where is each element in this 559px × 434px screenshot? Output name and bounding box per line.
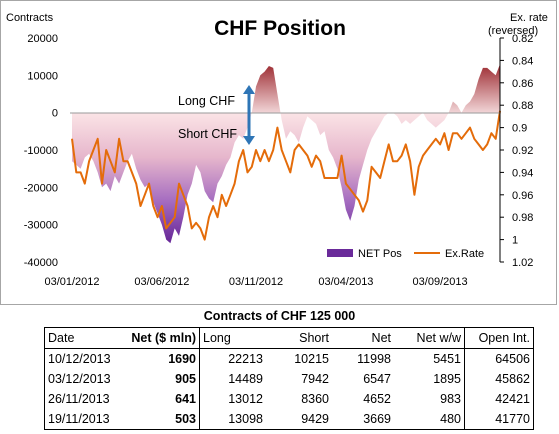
y-left-tick-label: -10000 — [24, 145, 58, 157]
cell-open-int: 45862 — [464, 369, 534, 389]
y-left-tick-label: -20000 — [24, 182, 58, 194]
header-long: Long — [199, 327, 266, 349]
y-right-axis-label-line1: Ex. rate — [510, 12, 548, 24]
y-right-tick-label: 0.98 — [512, 212, 533, 224]
legend-label-ex-rate: Ex.Rate — [445, 248, 484, 260]
cell-net: 4652 — [363, 392, 391, 406]
y-right-axis-label-line2: (reversed) — [488, 25, 538, 37]
y-left-tick-label: -30000 — [24, 220, 58, 232]
legend-label-net-pos: NET Pos — [358, 248, 402, 260]
table-row: 19/11/2013 503 13098 9429 3669 480 41770 — [44, 409, 534, 430]
ex-rate-line — [71, 110, 501, 241]
cell-short: 10215 — [294, 352, 329, 366]
header-net-ww: Net w/w — [394, 327, 465, 349]
y-right-ticks: 0.82 0.84 0.86 0.88 0.9 0.92 0.94 0.96 0.98 1 1.02 — [500, 33, 533, 269]
chart-legend: NET Pos Ex.Rate — [327, 248, 484, 260]
y-right-tick-label: 1 — [512, 235, 518, 247]
cell-date: 19/11/2013 — [44, 409, 125, 430]
positions-table: Date Net ($ mln) Long Short Net Net w/w … — [44, 327, 534, 430]
cell-net-ww: 480 — [394, 409, 465, 430]
cell-long: 22213 — [228, 352, 263, 366]
chart-title: CHF Position — [214, 17, 346, 40]
cell-net-ww: 1895 — [394, 369, 465, 389]
cell-net: 6547 — [363, 372, 391, 386]
header-open-int: Open Int. — [464, 327, 534, 349]
x-tick-label: 03/06/2012 — [134, 276, 189, 288]
cell-short: 8360 — [301, 392, 329, 406]
cell-open-int: 42421 — [464, 389, 534, 409]
net-pos-area-short — [72, 113, 449, 244]
net-pos-area-long — [72, 64, 500, 113]
cell-net-usd: 1690 — [125, 348, 200, 369]
cell-long: 13098 — [199, 409, 266, 430]
table-title: Contracts of CHF 125 000 — [203, 309, 356, 323]
long-short-annotation: Long CHF Short CHF — [178, 85, 255, 145]
y-right-tick-label: 0.86 — [512, 78, 533, 90]
cell-net: 3669 — [332, 409, 394, 430]
annotation-long: Long CHF — [178, 94, 235, 108]
x-ticks: 03/01/2012 03/06/2012 03/11/2012 03/04/2013… — [44, 276, 467, 288]
cell-open-int: 41770 — [464, 409, 534, 430]
x-tick-label: 03/01/2012 — [44, 276, 99, 288]
cell-long: 14489 — [228, 372, 263, 386]
x-tick-label: 03/11/2012 — [229, 276, 283, 288]
cell-date: 03/12/2013 — [44, 369, 125, 389]
header-net: Net — [332, 327, 394, 349]
y-left-tick-label: 0 — [52, 108, 58, 120]
cell-net-usd: 905 — [125, 369, 200, 389]
cell-net-ww: 983 — [394, 389, 465, 409]
y-right-tick-label: 0.96 — [512, 190, 533, 202]
y-left-ticks: 20000 10000 0 -10000 -20000 -30000 -40000 — [24, 33, 58, 269]
cell-open-int: 64506 — [464, 348, 534, 369]
cell-net: 11998 — [357, 352, 391, 366]
y-left-tick-label: 10000 — [27, 70, 58, 82]
net-pos-area-layer — [72, 64, 500, 244]
annotation-arrow-up-head — [243, 85, 255, 94]
y-right-tick-label: 0.82 — [512, 33, 533, 45]
y-right-tick-label: 0.84 — [512, 55, 533, 67]
y-left-axis-label: Contracts — [6, 12, 54, 24]
chf-position-chart: CHF Position Contracts Ex. rate (reverse… — [6, 12, 548, 288]
header-short: Short — [266, 327, 332, 349]
table-row: 10/12/2013 1690 22213 10215 11998 5451 6… — [44, 348, 534, 369]
legend-swatch-net-pos — [327, 249, 353, 257]
y-left-tick-label: 20000 — [27, 33, 58, 45]
y-right-tick-label: 0.88 — [512, 100, 533, 112]
table-header-row: Date Net ($ mln) Long Short Net Net w/w … — [44, 327, 534, 349]
x-tick-label: 03/09/2013 — [413, 276, 468, 288]
y-right-tick-label: 1.02 — [512, 257, 533, 269]
annotation-arrow-down-head — [243, 136, 255, 145]
cell-date: 10/12/2013 — [44, 348, 125, 369]
cell-short: 7942 — [301, 372, 329, 386]
cell-short: 9429 — [266, 409, 332, 430]
cell-long: 13012 — [228, 392, 263, 406]
table-row: 03/12/2013 905 14489 7942 6547 1895 4586… — [44, 369, 534, 389]
y-right-tick-label: 0.94 — [512, 167, 533, 179]
cell-net-usd: 641 — [125, 389, 200, 409]
cell-net-ww: 5451 — [394, 348, 465, 369]
header-net-usd: Net ($ mln) — [125, 327, 200, 349]
y-left-tick-label: -40000 — [24, 257, 58, 269]
cell-net-usd: 503 — [125, 409, 200, 430]
cell-date: 26/11/2013 — [44, 389, 125, 409]
y-right-tick-label: 0.92 — [512, 145, 533, 157]
table-row: 26/11/2013 641 13012 8360 4652 983 42421 — [44, 389, 534, 409]
x-tick-label: 03/04/2013 — [318, 276, 373, 288]
header-date: Date — [44, 327, 125, 349]
annotation-short: Short CHF — [178, 127, 237, 141]
ex-rate-line-layer — [71, 110, 501, 241]
y-right-tick-label: 0.9 — [512, 123, 527, 135]
